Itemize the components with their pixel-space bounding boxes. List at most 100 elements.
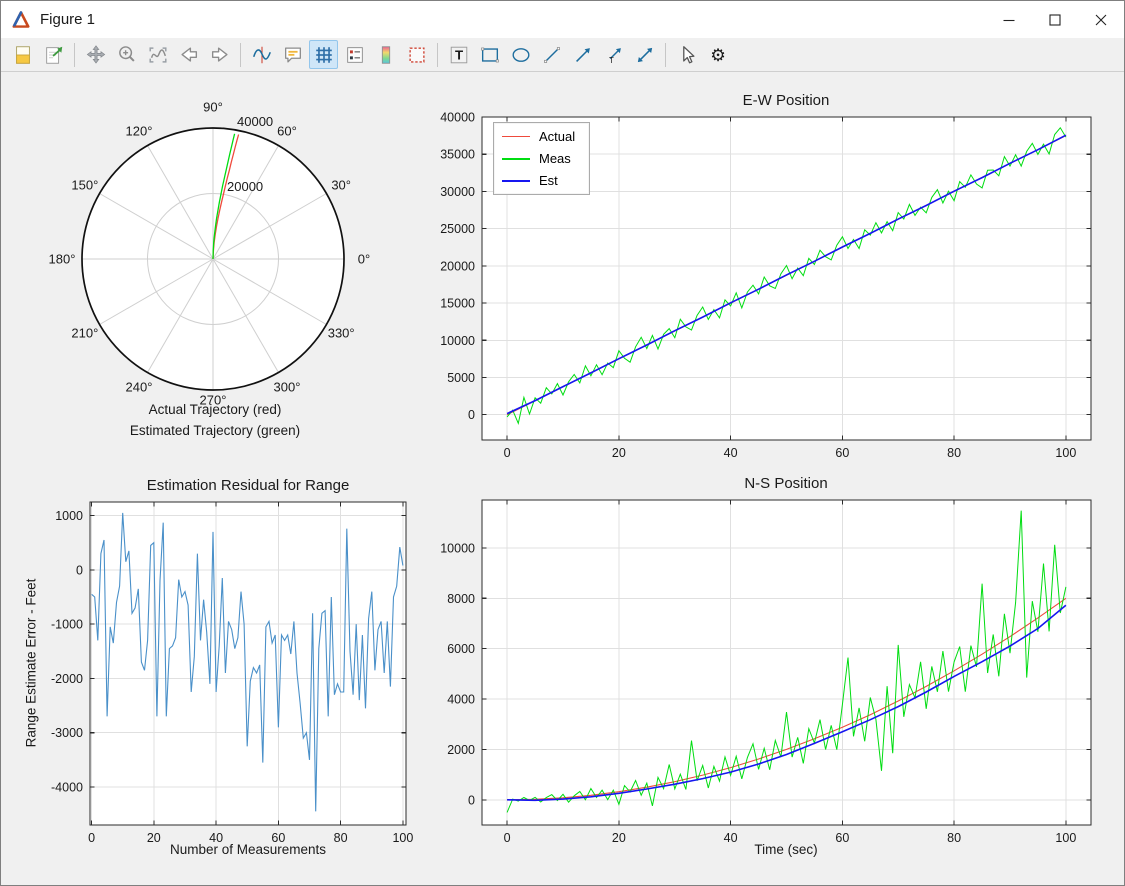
svg-text:20000: 20000 <box>227 179 263 194</box>
colorbar-tool-icon[interactable] <box>371 40 400 69</box>
matlab-logo-icon <box>10 9 32 31</box>
pointer-tool-icon[interactable] <box>672 40 701 69</box>
minimize-button[interactable] <box>986 1 1032 38</box>
ew-title: E-W Position <box>743 92 830 109</box>
titlebar: Figure 1 <box>1 1 1124 38</box>
gear-tool-icon[interactable]: ⚙ <box>703 40 732 69</box>
svg-text:T: T <box>454 47 462 62</box>
svg-text:40000: 40000 <box>237 114 273 129</box>
ellipse-tool-icon[interactable] <box>506 40 535 69</box>
svg-text:0: 0 <box>76 563 83 577</box>
svg-text:10000: 10000 <box>440 541 475 555</box>
svg-text:30°: 30° <box>331 178 351 193</box>
legend-label-actual: Actual <box>539 129 575 144</box>
svg-text:20000: 20000 <box>440 259 475 273</box>
svg-text:80: 80 <box>334 831 348 845</box>
svg-text:0: 0 <box>504 831 511 845</box>
maximize-button[interactable] <box>1032 1 1078 38</box>
back-arrow-icon[interactable] <box>174 40 203 69</box>
svg-text:20: 20 <box>147 831 161 845</box>
legend-line-meas <box>502 158 530 160</box>
toolbar-separator <box>240 43 241 67</box>
svg-text:10000: 10000 <box>440 334 475 348</box>
toolbar-separator <box>74 43 75 67</box>
svg-text:80: 80 <box>947 831 961 845</box>
svg-text:40000: 40000 <box>440 111 475 125</box>
svg-text:80: 80 <box>947 446 961 460</box>
pan-tool-icon[interactable] <box>81 40 110 69</box>
new-figure-icon[interactable] <box>8 40 37 69</box>
curve-tool-icon[interactable] <box>247 40 276 69</box>
svg-text:35000: 35000 <box>440 148 475 162</box>
legend-label-meas: Meas <box>539 151 571 166</box>
svg-text:0°: 0° <box>358 252 370 267</box>
arrow-tool-icon[interactable] <box>568 40 597 69</box>
svg-text:-3000: -3000 <box>51 726 83 740</box>
ns-xlabel: Time (sec) <box>754 842 817 857</box>
polar-plot: 0°30°60°90°120°150°180°210°240°270°300°3… <box>49 100 371 408</box>
double-arrow-tool-icon[interactable] <box>630 40 659 69</box>
svg-text:90°: 90° <box>203 100 223 115</box>
svg-text:0: 0 <box>88 831 95 845</box>
svg-text:15000: 15000 <box>440 297 475 311</box>
svg-text:330°: 330° <box>328 326 355 341</box>
svg-text:240°: 240° <box>126 380 153 395</box>
svg-text:40: 40 <box>724 446 738 460</box>
residual-ylabel: Range Estimate Error - Feet <box>24 579 39 748</box>
ns-plot: 0204060801000200040006000800010000 <box>440 500 1091 845</box>
legend-entry-est: Est <box>502 173 575 188</box>
svg-text:4000: 4000 <box>447 693 475 707</box>
rectangle-tool-icon[interactable] <box>475 40 504 69</box>
svg-text:60: 60 <box>835 446 849 460</box>
svg-text:0: 0 <box>468 408 475 422</box>
polar-xlabel-line2: Estimated Trajectory (green) <box>130 423 300 438</box>
export-figure-icon[interactable] <box>39 40 68 69</box>
residual-title: Estimation Residual for Range <box>147 477 350 494</box>
svg-text:-2000: -2000 <box>51 672 83 686</box>
close-button[interactable] <box>1078 1 1124 38</box>
polar-xlabel-line1: Actual Trajectory (red) <box>149 402 282 417</box>
svg-text:60: 60 <box>835 831 849 845</box>
toolbar-separator <box>437 43 438 67</box>
svg-text:25000: 25000 <box>440 222 475 236</box>
ns-title: N-S Position <box>744 475 827 492</box>
legend-tool-icon[interactable] <box>340 40 369 69</box>
svg-text:30000: 30000 <box>440 185 475 199</box>
svg-text:180°: 180° <box>49 252 76 267</box>
ew-legend[interactable]: Actual Meas Est <box>493 122 590 195</box>
line-tool-icon[interactable] <box>537 40 566 69</box>
svg-text:-1000: -1000 <box>51 618 83 632</box>
figure-toolbar: T T ⚙ <box>1 38 1124 72</box>
svg-text:⚙: ⚙ <box>710 44 726 64</box>
legend-line-actual <box>502 136 530 137</box>
svg-text:150°: 150° <box>71 178 98 193</box>
svg-text:2000: 2000 <box>447 743 475 757</box>
grid-tool-icon[interactable] <box>309 40 338 69</box>
figure-canvas: 0°30°60°90°120°150°180°210°240°270°300°3… <box>1 72 1124 886</box>
autoscale-tool-icon[interactable] <box>143 40 172 69</box>
svg-text:5000: 5000 <box>447 371 475 385</box>
svg-text:6000: 6000 <box>447 642 475 656</box>
annotation-tool-icon[interactable] <box>278 40 307 69</box>
svg-text:-4000: -4000 <box>51 781 83 795</box>
svg-text:8000: 8000 <box>447 592 475 606</box>
window-controls <box>986 1 1124 38</box>
legend-entry-meas: Meas <box>502 151 575 166</box>
text-arrow-tool-icon[interactable]: T <box>599 40 628 69</box>
svg-text:100: 100 <box>392 831 413 845</box>
svg-text:20: 20 <box>612 831 626 845</box>
residual-plot: 020406080100-4000-3000-2000-100001000 <box>51 502 413 845</box>
zoom-in-tool-icon[interactable] <box>112 40 141 69</box>
forward-arrow-icon[interactable] <box>205 40 234 69</box>
svg-text:1000: 1000 <box>55 509 83 523</box>
legend-line-est <box>502 180 530 182</box>
svg-text:20: 20 <box>612 446 626 460</box>
figure-window: Figure 1 TT⚙ 0°30°60°90°120°150°180°210°… <box>0 0 1125 886</box>
selection-tool-icon[interactable] <box>402 40 431 69</box>
svg-text:40: 40 <box>724 831 738 845</box>
text-tool-icon[interactable]: T <box>444 40 473 69</box>
svg-text:100: 100 <box>1055 831 1076 845</box>
window-title: Figure 1 <box>40 11 95 28</box>
svg-text:120°: 120° <box>126 123 153 138</box>
svg-text:300°: 300° <box>274 380 301 395</box>
